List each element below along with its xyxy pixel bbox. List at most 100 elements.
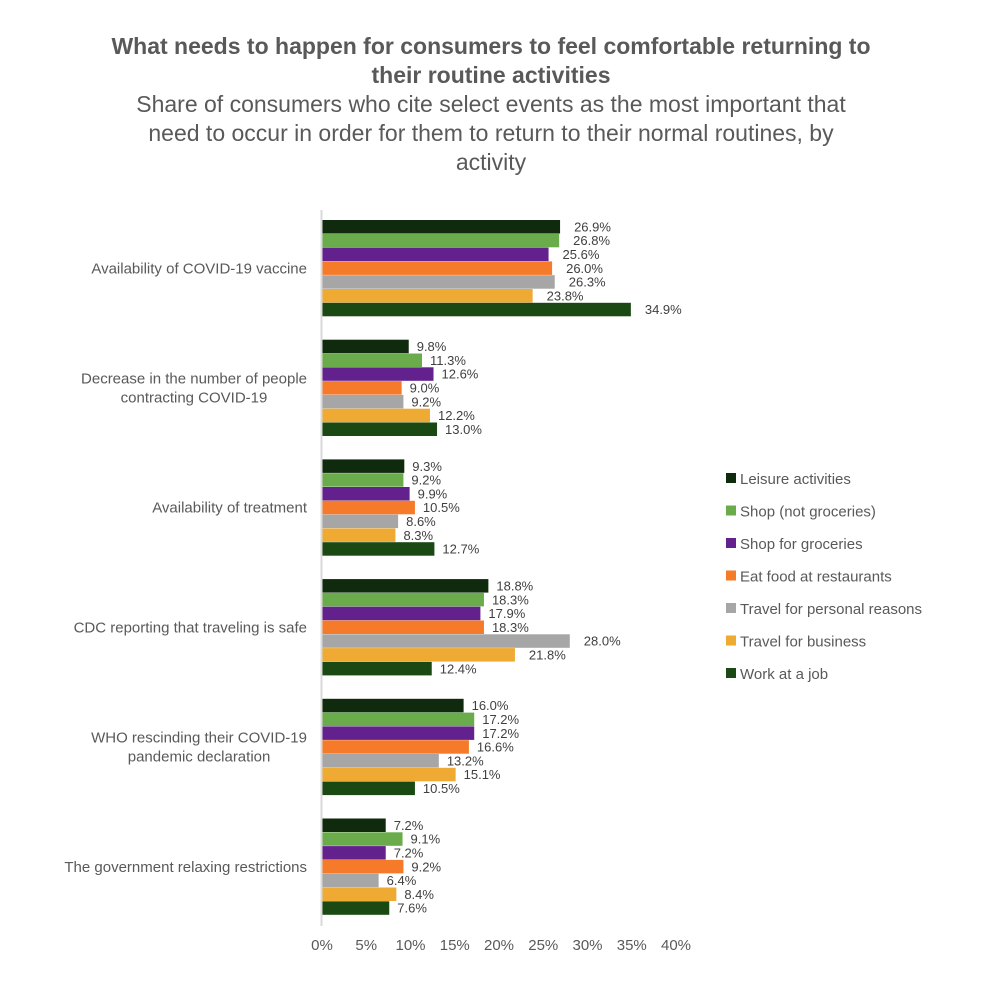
x-tick-label: 20%: [484, 937, 514, 954]
data-label: 17.2%: [482, 726, 519, 741]
data-label: 18.3%: [492, 592, 529, 607]
bar: [322, 542, 435, 556]
category-label: Availability of COVID-19 vaccine: [91, 260, 307, 277]
legend-label: Eat food at restaurants: [740, 569, 892, 586]
data-label: 16.6%: [477, 740, 514, 755]
legend-item: Shop (not groceries): [726, 504, 876, 521]
legend-item: Travel for personal reasons: [726, 601, 922, 618]
bar: [322, 381, 402, 395]
bar: [322, 661, 432, 676]
bar: [322, 233, 560, 248]
bar: [322, 901, 390, 915]
legend-item: Shop for groceries: [726, 536, 863, 553]
bar: [322, 302, 631, 317]
bar: [322, 781, 415, 796]
legend-swatch: [726, 635, 736, 646]
bar: [322, 275, 555, 289]
x-tick-label: 10%: [395, 937, 425, 954]
data-label: 7.2%: [394, 846, 424, 861]
data-label: 17.9%: [488, 606, 525, 621]
legend-swatch: [726, 570, 736, 581]
x-tick-label: 40%: [661, 937, 691, 954]
data-label: 25.6%: [563, 247, 600, 262]
bar: [322, 422, 438, 436]
data-label: 26.8%: [573, 233, 610, 248]
data-label: 9.0%: [410, 381, 440, 396]
data-label: 13.2%: [447, 753, 484, 768]
data-label: 12.7%: [442, 542, 479, 557]
data-label: 26.9%: [574, 219, 611, 234]
bar: [322, 648, 515, 662]
data-label: 28.0%: [584, 634, 621, 649]
data-label: 18.3%: [492, 620, 529, 635]
bar: [322, 247, 549, 262]
data-label: 12.6%: [442, 367, 479, 382]
data-label: 12.4%: [440, 661, 477, 676]
data-label: 12.2%: [438, 408, 475, 423]
x-tick-labels-layer: 0% 5% 10% 15% 20% 25% 30% 35% 40%: [311, 937, 691, 954]
data-label: 10.5%: [423, 500, 460, 515]
category-label: WHO rescinding their COVID-19: [91, 730, 307, 747]
bar: [322, 859, 404, 874]
bar: [322, 620, 484, 634]
legend-label: Shop (not groceries): [740, 504, 876, 521]
data-label: 15.1%: [464, 767, 501, 782]
bar: [322, 514, 399, 529]
legend-label: Travel for personal reasons: [740, 601, 922, 618]
data-label: 6.4%: [387, 873, 417, 888]
bar: [322, 698, 464, 713]
legend-swatch: [726, 538, 736, 548]
bar: [322, 887, 397, 901]
data-label: 9.2%: [411, 394, 441, 409]
category-label: pandemic declaration: [128, 749, 271, 766]
legend-item: Travel for business: [726, 634, 866, 651]
bar: [322, 528, 396, 542]
bar: [322, 408, 430, 423]
x-tick-label: 15%: [440, 937, 470, 954]
chart-title: What needs to happen for consumers to fe…: [111, 33, 871, 88]
data-label: 18.8%: [496, 579, 533, 594]
legend-item: Leisure activities: [726, 471, 851, 488]
data-label: 7.6%: [397, 901, 427, 916]
title-block: What needs to happen for consumers to fe…: [0, 32, 982, 177]
legend-label: Travel for business: [740, 634, 866, 651]
data-label: 9.8%: [417, 339, 447, 354]
data-label: 9.2%: [411, 859, 441, 874]
x-tick-label: 35%: [617, 937, 647, 954]
bar: [322, 353, 423, 367]
bar: [322, 726, 475, 740]
legend-label: Shop for groceries: [740, 536, 863, 553]
bar: [322, 487, 410, 501]
bar: [322, 220, 561, 234]
category-labels-layer: Availability of COVID-19 vaccine Decrease…: [64, 260, 307, 876]
bar: [322, 846, 386, 860]
bar: [322, 634, 570, 648]
data-label: 9.9%: [418, 486, 448, 501]
bar: [322, 873, 379, 888]
x-tick-label: 30%: [572, 937, 602, 954]
bar: [322, 394, 404, 409]
bar: [322, 579, 489, 593]
data-label: 7.2%: [394, 818, 424, 833]
data-label: 16.0%: [472, 698, 509, 713]
data-label: 9.2%: [411, 473, 441, 488]
legend-swatch: [726, 668, 736, 678]
bar: [322, 367, 434, 381]
data-label: 8.4%: [404, 887, 434, 902]
legend-label: Work at a job: [740, 666, 828, 683]
bar: [322, 500, 415, 515]
x-tick-label: 0%: [311, 937, 333, 954]
bar: [322, 818, 386, 832]
bar: [322, 754, 439, 768]
bar: [322, 712, 475, 727]
legend-swatch: [726, 505, 736, 516]
legend-label: Leisure activities: [740, 471, 851, 488]
x-tick-label: 25%: [528, 937, 558, 954]
category-label: Decrease in the number of people: [81, 371, 307, 388]
legend: Leisure activities Shop (not groceries) Sh…: [726, 471, 922, 683]
bars-layer: [322, 220, 631, 915]
data-label: 17.2%: [482, 712, 519, 727]
data-label: 26.3%: [569, 275, 606, 290]
chart-subtitle: Share of consumers who cite select event…: [136, 91, 846, 175]
data-label: 34.9%: [645, 302, 682, 317]
